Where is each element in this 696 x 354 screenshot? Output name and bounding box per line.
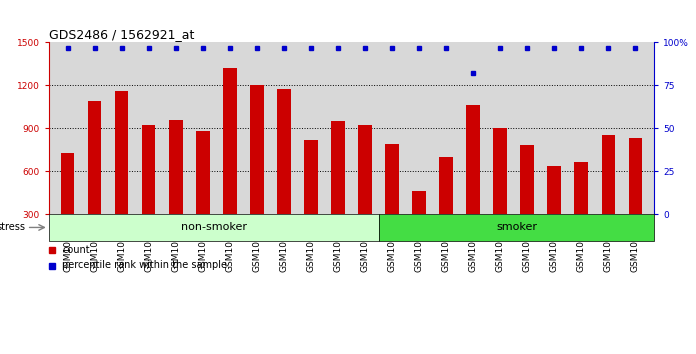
Text: percentile rank within the sample: percentile rank within the sample [63,261,228,270]
Bar [196,131,209,257]
Bar [277,89,291,257]
Bar [61,153,74,257]
Bar [331,121,345,257]
Bar [304,140,317,257]
Bar [88,101,102,257]
Bar [466,105,480,257]
Bar [439,157,453,257]
Bar [601,136,615,257]
Bar [358,125,372,257]
Bar [250,85,264,257]
Bar [628,138,642,257]
Bar [521,145,534,257]
Bar [493,128,507,257]
Bar [574,162,588,257]
Bar [223,68,237,257]
Bar [548,166,561,257]
Text: non-smoker: non-smoker [181,222,247,233]
Bar [49,214,379,241]
Bar [115,91,129,257]
Text: smoker: smoker [496,222,537,233]
Bar [169,120,182,257]
Text: stress: stress [0,222,25,233]
Text: count: count [63,245,90,255]
Bar [412,191,426,257]
Bar [386,144,399,257]
Bar [379,214,654,241]
Text: GDS2486 / 1562921_at: GDS2486 / 1562921_at [49,28,194,41]
Bar [142,125,155,257]
